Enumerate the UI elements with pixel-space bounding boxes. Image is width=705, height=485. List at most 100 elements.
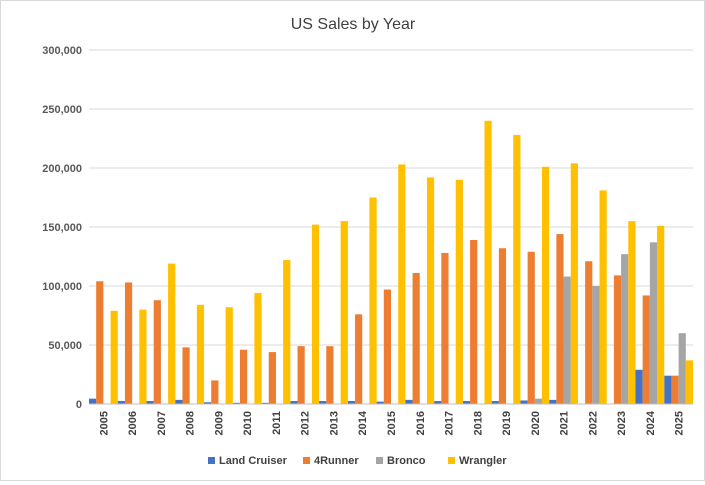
bar-wrangler-2024 <box>657 225 665 404</box>
x-tick-label: 2006 <box>127 411 139 435</box>
bar-bronco-2020 <box>534 398 543 404</box>
y-tick-label: 50,000 <box>48 340 82 352</box>
x-tick-label: 2014 <box>357 410 369 435</box>
legend-swatch-4runner <box>303 457 310 464</box>
bar-4runner-2014 <box>355 314 363 404</box>
bar-land-cruiser-2013 <box>319 401 327 404</box>
bar-4runner-2012 <box>297 346 305 404</box>
legend-swatch-wrangler <box>448 457 455 464</box>
bar-4runner-2023 <box>613 275 622 404</box>
bar-wrangler-2014 <box>369 197 377 404</box>
bar-wrangler-2017 <box>455 179 463 404</box>
x-tick-label: 2025 <box>674 411 686 435</box>
bar-wrangler-2007 <box>168 263 176 404</box>
bar-4runner-2020 <box>527 251 535 404</box>
bar-land-cruiser-2010 <box>232 402 240 404</box>
bar-land-cruiser-2008 <box>175 399 183 404</box>
legend-label-wrangler: Wrangler <box>459 455 507 467</box>
bar-bronco-2025 <box>678 333 686 404</box>
x-tick-label: 2012 <box>300 411 312 435</box>
bar-4runner-2019 <box>498 248 507 404</box>
bar-4runner-2005 <box>96 281 104 404</box>
bar-4runner-2006 <box>124 282 133 404</box>
bar-land-cruiser-2012 <box>290 401 298 404</box>
y-axis-ticks: 0 50,000 100,000 150,000 200,000 250,000 300,0… <box>42 45 82 411</box>
bar-land-cruiser-2019 <box>491 401 499 404</box>
x-tick-label: 2023 <box>616 411 628 435</box>
bar-land-cruiser-2015 <box>376 401 384 404</box>
bar-bronco-2024 <box>649 242 658 404</box>
x-axis-ticks: 2005 2006 2007 2008 2009 2010 2011 2012 2013 2014… <box>98 410 685 435</box>
bars <box>88 120 694 405</box>
bar-land-cruiser-2024 <box>635 369 643 404</box>
bar-4runner-2007 <box>153 300 161 404</box>
bar-4runner-2025 <box>671 375 679 404</box>
x-tick-label: 2013 <box>328 411 340 435</box>
bar-wrangler-2016 <box>426 177 435 404</box>
x-tick-label: 2017 <box>444 411 456 435</box>
bar-land-cruiser-2020 <box>520 400 528 404</box>
bar-land-cruiser-2005 <box>88 398 97 404</box>
legend-label-4runner: 4Runner <box>314 455 359 467</box>
legend: Land Cruiser 4Runner Bronco Wrangler <box>208 455 507 467</box>
y-tick-label: 100,000 <box>42 281 82 293</box>
x-tick-label: 2019 <box>501 411 513 435</box>
bar-wrangler-2008 <box>196 304 205 404</box>
bar-land-cruiser-2018 <box>462 401 471 404</box>
bar-wrangler-2021 <box>570 163 578 404</box>
y-tick-label: 300,000 <box>42 45 82 57</box>
bar-bronco-2022 <box>592 286 600 404</box>
y-tick-label: 200,000 <box>42 163 82 175</box>
legend-swatch-bronco <box>376 457 383 464</box>
bar-land-cruiser-2021 <box>549 399 557 404</box>
bar-4runner-2016 <box>412 273 420 404</box>
bar-wrangler-2018 <box>484 120 492 405</box>
bar-4runner-2021 <box>556 234 564 404</box>
x-tick-label: 2018 <box>472 411 484 435</box>
bar-wrangler-2025 <box>685 360 694 404</box>
bar-4runner-2018 <box>470 239 478 404</box>
bar-4runner-2024 <box>642 295 650 404</box>
bar-wrangler-2013 <box>340 221 348 404</box>
y-tick-label: 150,000 <box>42 222 82 234</box>
bar-4runner-2015 <box>383 289 391 404</box>
x-tick-label: 2009 <box>213 411 225 435</box>
bar-wrangler-2019 <box>513 134 521 404</box>
x-tick-label: 2021 <box>559 411 571 435</box>
bar-4runner-2011 <box>268 352 276 404</box>
x-tick-label: 2007 <box>156 411 168 435</box>
bar-bronco-2021 <box>563 276 571 404</box>
x-tick-label: 2020 <box>530 411 542 435</box>
chart-title: US Sales by Year <box>291 16 416 33</box>
bar-4runner-2022 <box>585 261 593 404</box>
bar-land-cruiser-2025 <box>664 375 672 404</box>
bar-land-cruiser-2009 <box>204 402 212 404</box>
legend-swatch-land-cruiser <box>208 457 215 464</box>
bar-wrangler-2006 <box>139 309 147 404</box>
x-tick-label: 2016 <box>415 411 427 435</box>
x-tick-label: 2024 <box>645 410 657 435</box>
bar-wrangler-2012 <box>311 224 320 404</box>
x-tick-label: 2010 <box>242 411 254 435</box>
y-tick-label: 0 <box>76 399 82 411</box>
bar-wrangler-2015 <box>398 164 406 404</box>
x-tick-label: 2015 <box>386 411 398 435</box>
x-tick-label: 2022 <box>587 411 599 435</box>
bar-wrangler-2005 <box>110 310 118 404</box>
bar-wrangler-2022 <box>599 190 607 404</box>
bar-4runner-2008 <box>182 347 190 404</box>
x-tick-label: 2011 <box>271 411 283 435</box>
y-tick-label: 250,000 <box>42 104 82 116</box>
bar-bronco-2023 <box>621 254 629 404</box>
bar-land-cruiser-2017 <box>434 401 442 404</box>
bar-land-cruiser-2016 <box>405 399 413 404</box>
legend-label-land-cruiser: Land Cruiser <box>219 455 288 467</box>
bar-4runner-2009 <box>211 380 219 404</box>
bar-land-cruiser-2014 <box>347 401 356 404</box>
bar-wrangler-2011 <box>283 260 291 404</box>
x-tick-label: 2005 <box>98 411 110 435</box>
legend-label-bronco: Bronco <box>387 455 426 467</box>
bar-wrangler-2009 <box>225 307 233 404</box>
